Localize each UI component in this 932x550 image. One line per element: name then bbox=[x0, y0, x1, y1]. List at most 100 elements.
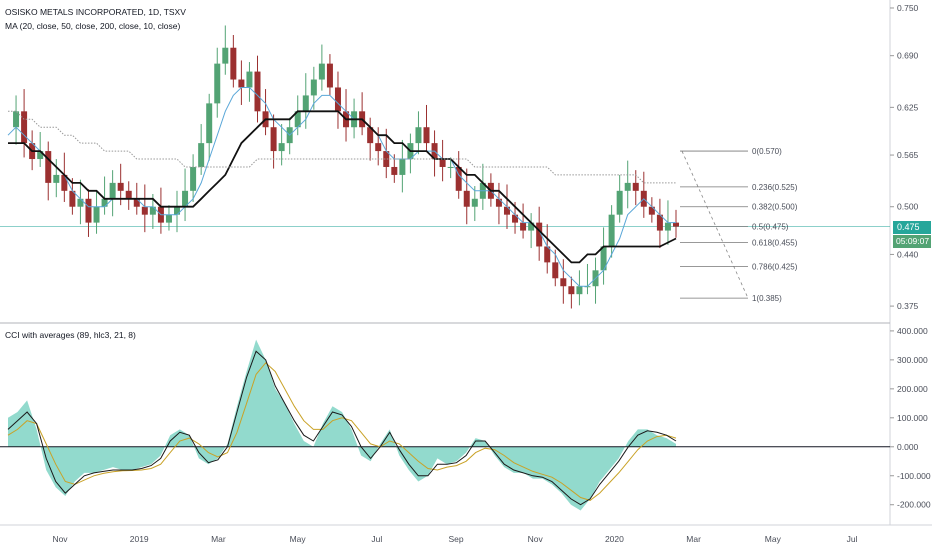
fib-level-label: 1(0.385) bbox=[752, 294, 782, 303]
candle-body bbox=[391, 166, 398, 175]
candle-body bbox=[560, 278, 567, 287]
time-tick-label: Sep bbox=[448, 534, 463, 544]
candle-body bbox=[375, 143, 382, 152]
candle-body bbox=[133, 198, 140, 207]
fib-level-label: 0.5(0.475) bbox=[752, 223, 789, 232]
candle-body bbox=[503, 206, 510, 215]
candle-body bbox=[600, 246, 607, 271]
candle-body bbox=[198, 143, 205, 167]
candle-body bbox=[608, 214, 615, 247]
price-tick-label: 0.690 bbox=[897, 51, 919, 61]
time-tick-label: Nov bbox=[52, 534, 68, 544]
cci-tick-label: 400.000 bbox=[897, 326, 928, 336]
fib-trend-line bbox=[681, 150, 749, 299]
candle-body bbox=[536, 222, 543, 247]
time-tick-label: Nov bbox=[528, 534, 544, 544]
candle-body bbox=[53, 174, 60, 183]
price-tick-label: 0.625 bbox=[897, 102, 919, 112]
candle-body bbox=[399, 159, 406, 175]
cci-average-line bbox=[7, 362, 677, 501]
time-tick-label: May bbox=[765, 534, 782, 544]
candle-body bbox=[117, 182, 124, 191]
candle-body bbox=[310, 79, 317, 96]
candle-body bbox=[544, 246, 551, 263]
candle-body bbox=[423, 127, 430, 144]
candle-body bbox=[447, 166, 454, 168]
candle-body bbox=[214, 63, 221, 104]
cci-tick-label: 200.000 bbox=[897, 384, 928, 394]
candle-body bbox=[334, 87, 341, 112]
candle-body bbox=[326, 63, 333, 88]
candle-body bbox=[238, 79, 245, 88]
candle-body bbox=[664, 222, 671, 231]
fib-level-label: 0.382(0.500) bbox=[752, 203, 798, 212]
candle-body bbox=[463, 190, 470, 207]
time-tick-label: 2020 bbox=[605, 534, 624, 544]
time-tick-label: Jul bbox=[847, 534, 858, 544]
candle-body bbox=[21, 111, 28, 144]
cci-tick-label: 0.000 bbox=[897, 442, 919, 452]
candle-body bbox=[182, 190, 189, 207]
candle-body bbox=[93, 206, 100, 223]
cci-tick-label: -100.000 bbox=[897, 471, 931, 481]
candle-body bbox=[190, 166, 197, 191]
cci-tick-label: -200.000 bbox=[897, 500, 931, 510]
candle-body bbox=[568, 286, 575, 295]
candle-body bbox=[455, 166, 462, 191]
fib-level-label: 0.236(0.525) bbox=[752, 183, 798, 192]
bar-countdown-label: 05:09:07 bbox=[893, 234, 931, 248]
time-tick-label: Mar bbox=[686, 534, 701, 544]
candle-body bbox=[230, 47, 237, 80]
candle-body bbox=[383, 151, 390, 167]
candle-body bbox=[302, 95, 309, 112]
last-price-label: 0.475 bbox=[893, 220, 931, 234]
candle-body bbox=[77, 198, 84, 207]
cci-tick-label: 100.000 bbox=[897, 413, 928, 423]
time-tick-label: May bbox=[290, 534, 307, 544]
candle-body bbox=[61, 174, 68, 191]
candle-body bbox=[439, 159, 446, 167]
time-tick-label: 2019 bbox=[130, 534, 149, 544]
candle-body bbox=[174, 206, 181, 215]
candle-body bbox=[69, 190, 76, 207]
ma-legend: MA (20, close, 50, close, 200, close, 10… bbox=[5, 21, 181, 31]
candle-body bbox=[165, 214, 172, 223]
candle-body bbox=[528, 222, 535, 231]
candle-body bbox=[85, 198, 92, 223]
price-tick-label: 0.440 bbox=[897, 249, 919, 259]
candle-body bbox=[13, 111, 20, 128]
price-tick-label: 0.375 bbox=[897, 301, 919, 311]
candle-body bbox=[367, 127, 374, 144]
price-tick-label: 0.750 bbox=[897, 3, 919, 13]
candle-body bbox=[495, 198, 502, 207]
candle-body bbox=[584, 286, 591, 288]
candle-body bbox=[656, 214, 663, 231]
candle-body bbox=[149, 206, 156, 215]
fib-level-label: 0.618(0.455) bbox=[752, 239, 798, 248]
fib-level-label: 0.786(0.425) bbox=[752, 262, 798, 271]
candle-body bbox=[520, 222, 527, 231]
price-tick-label: 0.565 bbox=[897, 150, 919, 160]
cci-area bbox=[8, 339, 676, 511]
candle-body bbox=[318, 63, 325, 80]
candle-body bbox=[415, 127, 422, 144]
price-tick-label: 0.500 bbox=[897, 202, 919, 212]
candle-body bbox=[624, 182, 631, 191]
candle-body bbox=[141, 206, 148, 215]
cci-legend: CCI with averages (89, hlc3, 21, 8) bbox=[5, 330, 136, 340]
candle-body bbox=[101, 198, 108, 207]
candle-body bbox=[673, 222, 679, 227]
candle-body bbox=[270, 127, 277, 152]
candle-body bbox=[125, 190, 132, 199]
candle-body bbox=[648, 206, 655, 215]
ma-line-2 bbox=[8, 110, 677, 264]
ma-line-3 bbox=[8, 110, 676, 184]
candle-body bbox=[254, 71, 261, 112]
candle-body bbox=[37, 151, 44, 160]
candle-body bbox=[512, 214, 519, 223]
candle-body bbox=[246, 71, 253, 88]
candle-body bbox=[222, 47, 229, 64]
candle-body bbox=[616, 190, 623, 215]
candle-body bbox=[552, 262, 559, 279]
